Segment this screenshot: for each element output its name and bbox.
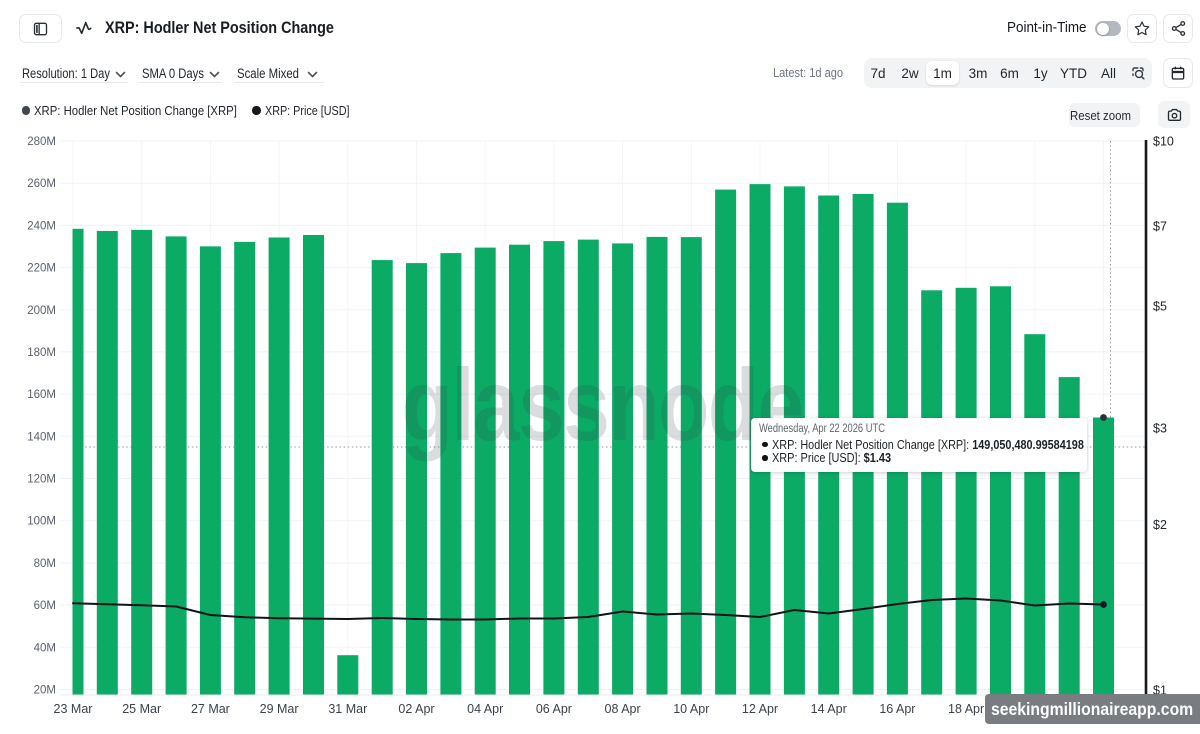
svg-text:18 Apr: 18 Apr bbox=[948, 702, 984, 716]
svg-text:14 Apr: 14 Apr bbox=[811, 702, 847, 716]
svg-text:$3: $3 bbox=[1153, 422, 1167, 436]
svg-text:27 Mar: 27 Mar bbox=[191, 702, 230, 716]
svg-text:280M: 280M bbox=[27, 136, 56, 148]
svg-text:80M: 80M bbox=[34, 558, 56, 570]
svg-text:04 Apr: 04 Apr bbox=[467, 702, 503, 716]
svg-text:60M: 60M bbox=[34, 600, 56, 612]
svg-text:20M: 20M bbox=[34, 685, 56, 697]
svg-text:glassnode: glassnode bbox=[401, 347, 802, 462]
svg-text:31 Mar: 31 Mar bbox=[328, 702, 367, 716]
svg-text:40M: 40M bbox=[34, 642, 56, 654]
svg-text:100M: 100M bbox=[27, 516, 56, 528]
svg-text:200M: 200M bbox=[27, 305, 56, 317]
svg-text:23 Mar: 23 Mar bbox=[54, 702, 93, 716]
svg-text:220M: 220M bbox=[27, 263, 56, 275]
svg-text:260M: 260M bbox=[27, 178, 56, 190]
svg-text:240M: 240M bbox=[27, 220, 56, 232]
svg-text:$2: $2 bbox=[1153, 518, 1167, 532]
svg-text:160M: 160M bbox=[27, 389, 56, 401]
svg-text:$5: $5 bbox=[1153, 300, 1167, 314]
svg-text:120M: 120M bbox=[27, 474, 56, 486]
svg-text:140M: 140M bbox=[27, 431, 56, 443]
svg-text:25 Mar: 25 Mar bbox=[122, 702, 161, 716]
svg-text:08 Apr: 08 Apr bbox=[605, 702, 641, 716]
svg-text:16 Apr: 16 Apr bbox=[879, 702, 915, 716]
svg-text:$10: $10 bbox=[1153, 135, 1174, 149]
svg-text:02 Apr: 02 Apr bbox=[398, 702, 434, 716]
svg-text:$7: $7 bbox=[1153, 220, 1167, 234]
svg-text:12 Apr: 12 Apr bbox=[742, 702, 778, 716]
svg-text:10 Apr: 10 Apr bbox=[673, 702, 709, 716]
svg-text:06 Apr: 06 Apr bbox=[536, 702, 572, 716]
svg-text:180M: 180M bbox=[27, 347, 56, 359]
svg-text:29 Mar: 29 Mar bbox=[260, 702, 299, 716]
